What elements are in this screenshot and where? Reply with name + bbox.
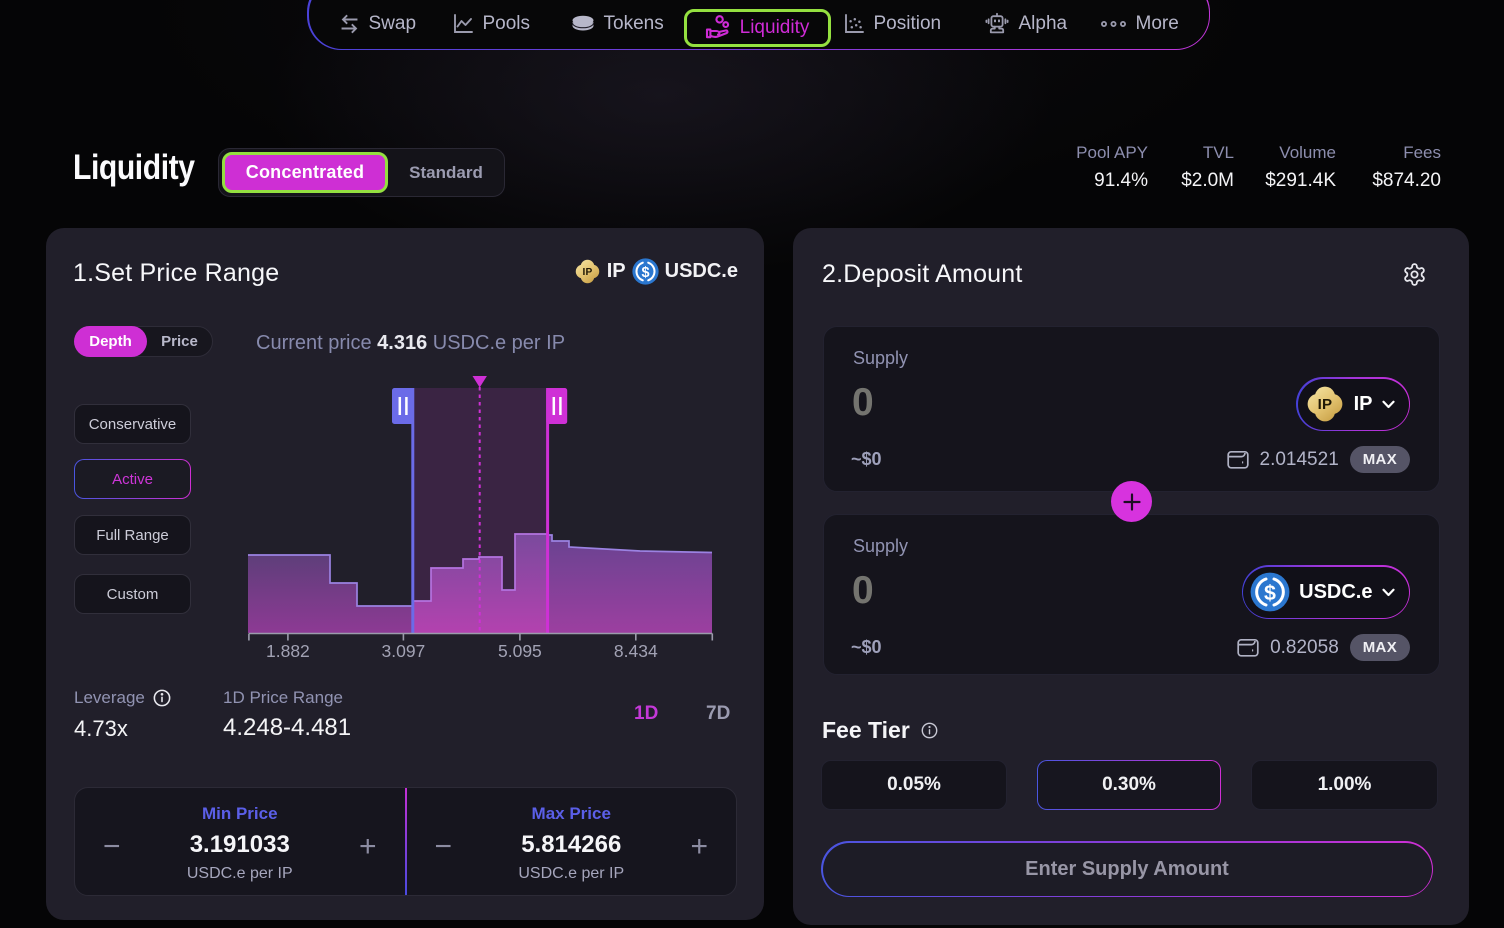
svg-text:$: $: [1264, 581, 1276, 605]
svg-text:1.882: 1.882: [266, 641, 310, 661]
svg-text:$: $: [641, 265, 649, 281]
svg-text:5.095: 5.095: [498, 641, 542, 661]
svg-text:IP: IP: [582, 267, 592, 278]
svg-text:3.097: 3.097: [382, 641, 426, 661]
svg-text:8.434: 8.434: [614, 641, 658, 661]
svg-text:IP: IP: [1317, 396, 1332, 413]
